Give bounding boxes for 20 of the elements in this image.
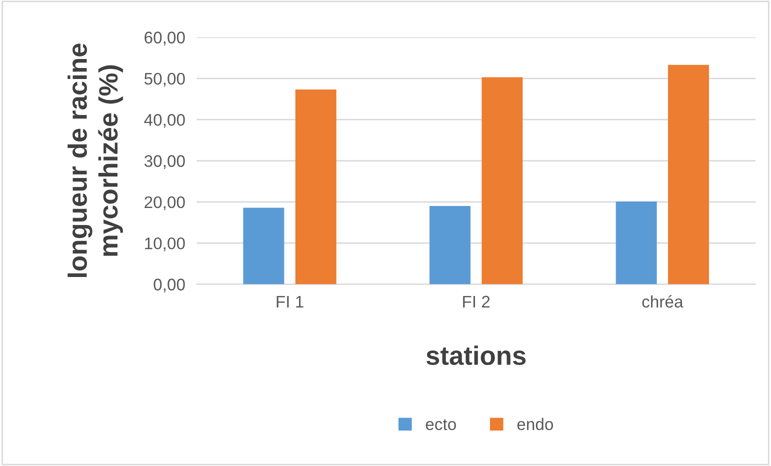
legend-label: ecto: [426, 419, 456, 430]
bar: [482, 77, 523, 284]
bar: [295, 90, 336, 284]
bar: [430, 206, 471, 284]
y-tick-label: 40,00: [144, 114, 185, 128]
y-tick-label: 10,00: [145, 238, 185, 252]
x-tick-label: FI 2: [463, 296, 490, 308]
y-axis-title: longueur de racine mycorhizée (%): [68, 44, 123, 277]
y-tick-label: 50,00: [144, 72, 185, 87]
bar: [668, 64, 709, 284]
y-tick-label: 20,00: [144, 196, 185, 210]
y-tick-label: 30,00: [144, 155, 185, 169]
legend-label: endo: [517, 418, 554, 430]
x-tick-label: chréa: [642, 295, 684, 308]
y-tick-label: 0,00: [154, 278, 185, 292]
x-tick-label: FI 1: [276, 296, 304, 308]
x-axis-title: stations: [426, 346, 526, 366]
bar: [616, 202, 657, 284]
y-tick-label: 60,00: [144, 32, 185, 46]
bar: [243, 208, 284, 284]
